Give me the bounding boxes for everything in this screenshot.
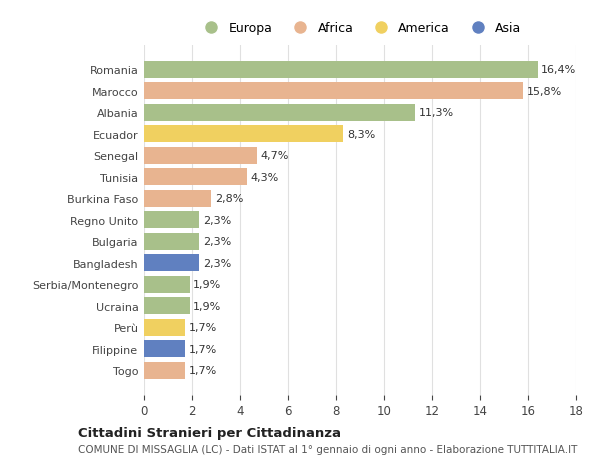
Text: 2,3%: 2,3% xyxy=(203,258,231,268)
Text: 1,9%: 1,9% xyxy=(193,301,221,311)
Text: 1,7%: 1,7% xyxy=(188,344,217,354)
Text: COMUNE DI MISSAGLIA (LC) - Dati ISTAT al 1° gennaio di ogni anno - Elaborazione : COMUNE DI MISSAGLIA (LC) - Dati ISTAT al… xyxy=(78,444,577,454)
Bar xyxy=(144,105,415,121)
Bar xyxy=(144,298,190,314)
Text: 1,9%: 1,9% xyxy=(193,280,221,290)
Bar xyxy=(144,190,211,207)
Bar xyxy=(144,169,247,186)
Text: 11,3%: 11,3% xyxy=(419,108,454,118)
Text: 4,3%: 4,3% xyxy=(251,173,279,182)
Bar xyxy=(144,212,199,229)
Bar xyxy=(144,255,199,272)
Text: 16,4%: 16,4% xyxy=(541,65,577,75)
Text: 2,3%: 2,3% xyxy=(203,215,231,225)
Bar xyxy=(144,362,185,379)
Legend: Europa, Africa, America, Asia: Europa, Africa, America, Asia xyxy=(194,17,526,40)
Text: Cittadini Stranieri per Cittadinanza: Cittadini Stranieri per Cittadinanza xyxy=(78,426,341,439)
Bar xyxy=(144,319,185,336)
Bar xyxy=(144,276,190,293)
Bar xyxy=(144,126,343,143)
Text: 2,3%: 2,3% xyxy=(203,237,231,247)
Text: 8,3%: 8,3% xyxy=(347,129,375,140)
Text: 1,7%: 1,7% xyxy=(188,365,217,375)
Text: 2,8%: 2,8% xyxy=(215,194,243,204)
Bar xyxy=(144,83,523,100)
Text: 1,7%: 1,7% xyxy=(188,323,217,333)
Text: 15,8%: 15,8% xyxy=(527,87,562,96)
Text: 4,7%: 4,7% xyxy=(260,151,289,161)
Bar xyxy=(144,234,199,250)
Bar xyxy=(144,62,538,78)
Bar xyxy=(144,148,257,164)
Bar xyxy=(144,341,185,358)
